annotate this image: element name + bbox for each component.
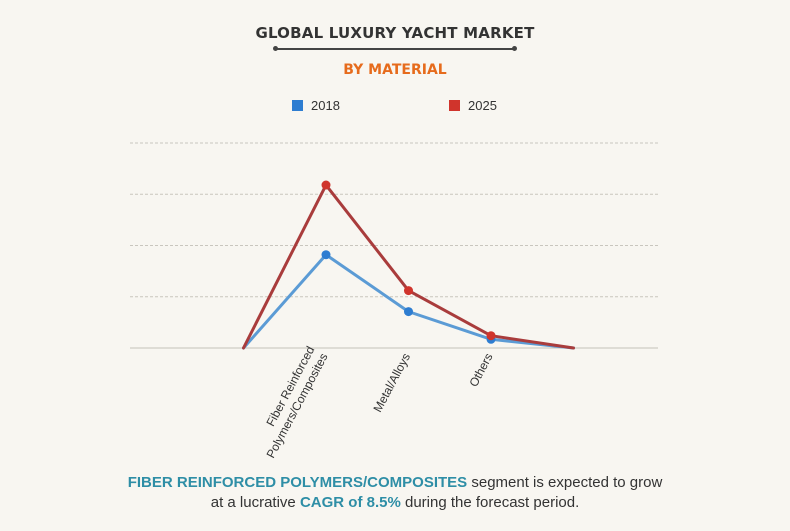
divider-dot-right bbox=[512, 46, 517, 51]
series-line-2025 bbox=[242, 183, 575, 350]
footer-note: FIBER REINFORCED POLYMERS/COMPOSITES seg… bbox=[0, 473, 790, 513]
footer-text-3: during the forecast period. bbox=[400, 494, 580, 511]
legend-label-2018: 2018 bbox=[311, 97, 340, 113]
data-point-2025-1 bbox=[321, 180, 331, 190]
divider-dot-left bbox=[273, 46, 278, 51]
chart-title: GLOBAL LUXURY YACHT MARKET bbox=[255, 24, 535, 42]
x-tick-label-2: Metal/Alloys bbox=[370, 351, 413, 415]
legend-swatch-2018 bbox=[292, 99, 303, 111]
footer-text-2: at a lucrative bbox=[210, 494, 300, 511]
x-tick-label-line: Metal/Alloys bbox=[370, 351, 413, 415]
legend-item-2025: 2025 bbox=[449, 97, 497, 113]
chart-subtitle: BY MATERIAL bbox=[343, 62, 447, 78]
footer-highlight-cagr: CAGR of 8.5% bbox=[299, 494, 401, 511]
x-tick-label-line: Others bbox=[466, 351, 495, 389]
legend-item-2018: 2018 bbox=[292, 97, 340, 113]
legend-label-2025: 2025 bbox=[468, 97, 497, 113]
x-tick-label-3: Others bbox=[466, 351, 495, 389]
footer-text-1: segment is expected to grow bbox=[467, 474, 663, 491]
x-tick-label-1: Fiber ReinforcedPolymers/Composites bbox=[250, 344, 330, 461]
title-divider bbox=[273, 46, 517, 51]
data-point-2025-3 bbox=[486, 331, 496, 341]
footer-highlight-segment: FIBER REINFORCED POLYMERS/COMPOSITES bbox=[127, 474, 468, 491]
data-point-2025-2 bbox=[404, 286, 413, 296]
data-point-2018-1 bbox=[321, 250, 331, 260]
series-line-2018 bbox=[242, 253, 575, 350]
data-point-2018-2 bbox=[404, 307, 413, 317]
legend-swatch-2025 bbox=[449, 99, 460, 111]
